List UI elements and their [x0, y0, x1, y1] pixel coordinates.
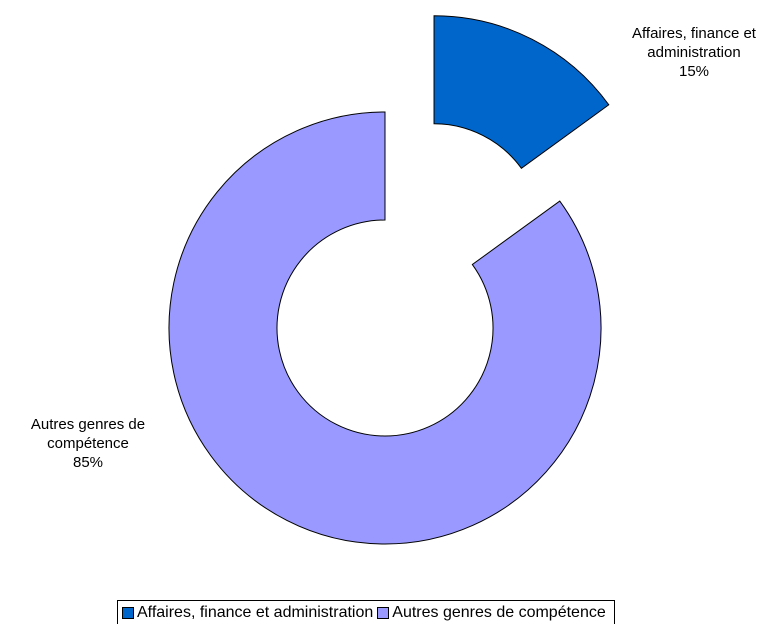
donut-slice: [168, 111, 602, 545]
label-value: 15%: [678, 63, 710, 80]
data-label: Affaires, finance et administration 15%: [604, 24, 776, 81]
legend-item: Autres genres de compétence: [377, 603, 606, 622]
label-category: Autres genres de compétence: [30, 416, 146, 452]
label-value: 85%: [72, 454, 104, 471]
legend-item: Affaires, finance et administration: [122, 604, 373, 622]
legend-text: Autres genres de compétence: [392, 603, 606, 621]
label-category: Affaires, finance et administration: [632, 25, 756, 61]
donut-slice: [433, 15, 610, 169]
legend: Affaires, finance et administration Autre…: [117, 600, 615, 624]
data-label: Autres genres de compétence 85%: [0, 415, 178, 472]
legend-swatch: [122, 606, 134, 619]
legend-swatch: [377, 606, 390, 619]
legend-text: Affaires, finance et administration: [137, 603, 374, 621]
